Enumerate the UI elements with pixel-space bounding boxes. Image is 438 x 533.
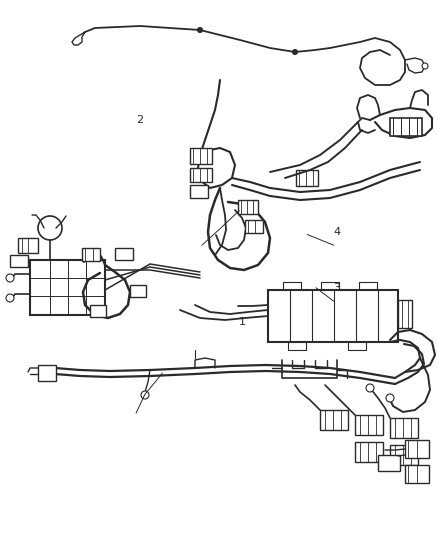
Bar (389, 445, 417, 465)
Circle shape (421, 63, 427, 69)
Bar (244, 220, 262, 233)
Bar (38, 365, 56, 381)
Bar (10, 255, 28, 267)
Bar (30, 260, 105, 315)
Bar (190, 168, 212, 182)
Bar (389, 118, 421, 136)
Bar (190, 185, 208, 198)
Bar (237, 200, 258, 214)
Bar (130, 285, 146, 297)
Circle shape (6, 294, 14, 302)
Bar (190, 148, 212, 164)
Bar (377, 455, 399, 471)
Circle shape (365, 384, 373, 392)
Bar (82, 248, 100, 261)
Circle shape (141, 391, 148, 399)
Bar (397, 300, 411, 328)
Bar (90, 305, 106, 317)
Circle shape (385, 394, 393, 402)
Text: 3: 3 (333, 283, 340, 293)
Circle shape (6, 274, 14, 282)
Bar (295, 170, 317, 186)
Bar (404, 465, 428, 483)
Bar (18, 238, 38, 253)
Bar (354, 415, 382, 435)
Text: 1: 1 (239, 318, 246, 327)
Bar (404, 440, 428, 458)
Text: 2: 2 (136, 115, 143, 125)
Circle shape (197, 28, 202, 33)
Circle shape (38, 216, 62, 240)
Bar (389, 418, 417, 438)
Text: 4: 4 (333, 227, 340, 237)
Bar (267, 290, 397, 342)
Bar (354, 442, 382, 462)
Bar (319, 410, 347, 430)
Circle shape (292, 50, 297, 54)
Bar (115, 248, 133, 260)
